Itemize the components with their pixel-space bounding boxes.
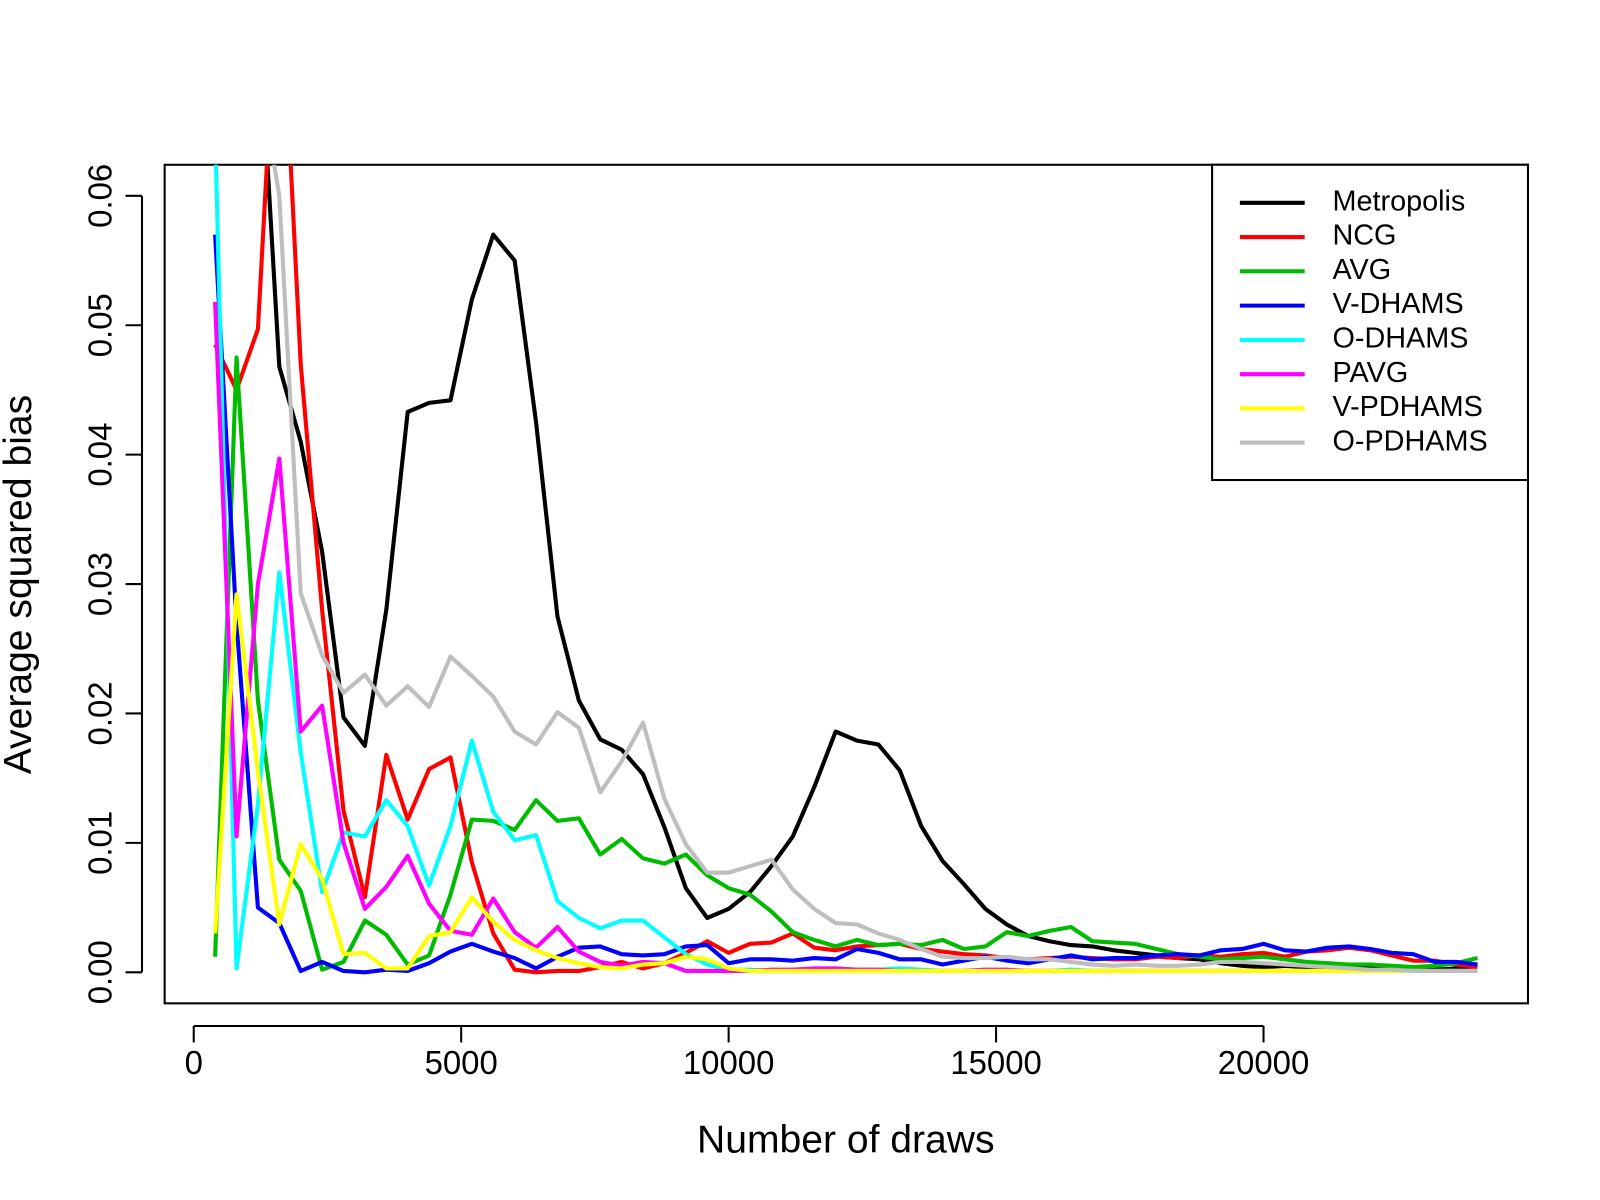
legend-label: AVG (1332, 254, 1391, 286)
x-tick-label: 5000 (425, 1044, 498, 1081)
x-tick-label: 20000 (1218, 1044, 1310, 1081)
series-line (265, 164, 1478, 972)
y-tick-label: 0.02 (82, 681, 119, 745)
y-axis-title: Average squared bias (0, 395, 40, 774)
x-tick-label: 0 (185, 1044, 203, 1081)
x-tick-label: 15000 (950, 1044, 1042, 1081)
y-tick-label: 0.01 (82, 811, 119, 875)
y-tick-label: 0.05 (82, 293, 119, 357)
legend-label: V-DHAMS (1332, 288, 1463, 320)
plot-lines (213, 164, 1478, 975)
y-tick-label: 0.04 (82, 423, 119, 487)
x-tick-label: 10000 (683, 1044, 775, 1081)
y-tick-label: 0.03 (82, 552, 119, 616)
legend-label: Metropolis (1332, 185, 1465, 217)
series-line (213, 164, 1478, 975)
legend-label: V-PDHAMS (1332, 391, 1482, 423)
legend-label: O-PDHAMS (1332, 425, 1487, 457)
series-line (213, 592, 1478, 974)
legend-label: O-DHAMS (1332, 322, 1468, 354)
legend-label: PAVG (1332, 357, 1408, 389)
series-line (272, 164, 1478, 974)
series-line (213, 234, 1478, 975)
legend-label: NCG (1332, 220, 1396, 252)
plot-frame (163, 163, 1530, 1005)
y-tick-label: 0.00 (82, 940, 119, 1004)
series-line (213, 355, 1478, 972)
x-axis-title: Number of draws (697, 1119, 995, 1162)
legend-box (1211, 163, 1530, 482)
y-tick-label: 0.06 (82, 164, 119, 228)
